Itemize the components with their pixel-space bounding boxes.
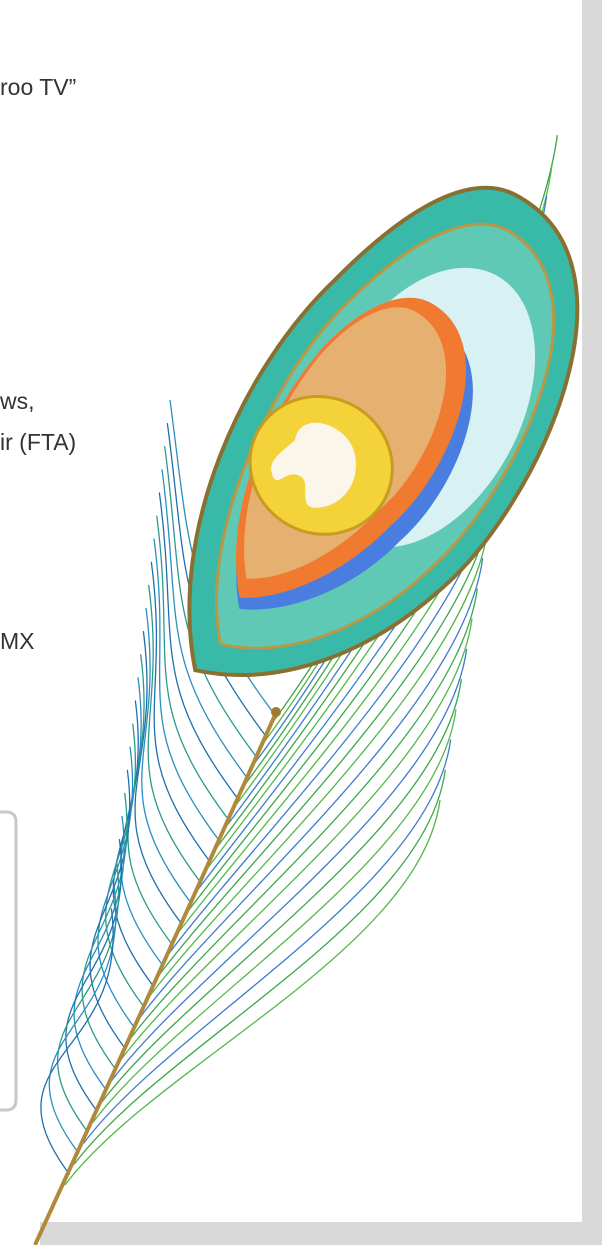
bottom-border (40, 1222, 602, 1245)
barb (120, 618, 473, 1061)
barb (89, 769, 131, 1050)
barb (161, 469, 248, 779)
barb (105, 723, 145, 1008)
eye-center (271, 422, 356, 508)
barb (101, 679, 462, 1102)
feather-eye (187, 185, 580, 677)
barb (97, 746, 136, 1029)
right-border (582, 0, 602, 1245)
barb (150, 561, 211, 862)
text-line: MX (0, 628, 35, 654)
box-edge (0, 810, 18, 1112)
barb (111, 648, 468, 1081)
barb (65, 839, 122, 1113)
barb (81, 792, 128, 1071)
feather-stem (33, 714, 277, 1245)
barb (164, 446, 257, 758)
text-line: ws, (0, 388, 35, 414)
text-line: roo TV” (0, 74, 77, 100)
barb (153, 538, 220, 841)
barb (112, 700, 155, 987)
barb (48, 885, 117, 1155)
barb (147, 584, 201, 883)
barb (73, 815, 125, 1092)
barb (157, 497, 494, 977)
barb (139, 558, 484, 1019)
barb (134, 631, 183, 925)
barb (40, 908, 114, 1175)
barb (129, 588, 478, 1040)
text-line: ir (FTA) (0, 429, 77, 455)
barb (148, 527, 489, 998)
barb (141, 607, 192, 904)
barb (64, 799, 441, 1186)
feather-knot (271, 707, 281, 717)
barb (156, 515, 229, 820)
barb (158, 492, 239, 799)
barb (73, 769, 446, 1165)
barb (83, 739, 452, 1144)
barb (57, 862, 120, 1134)
barb (92, 709, 457, 1123)
